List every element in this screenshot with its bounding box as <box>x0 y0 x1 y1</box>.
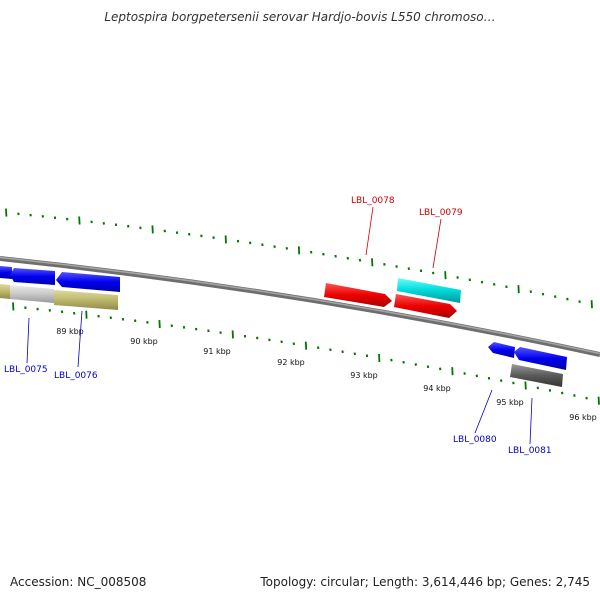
gene-label-LBL_0080[interactable]: LBL_0080 <box>453 435 497 445</box>
feature-gene-LBL_0080[interactable] <box>488 342 515 358</box>
outer-tick-track <box>5 208 593 309</box>
scale-label: 95 kbp <box>496 398 524 407</box>
inner-tick-track <box>12 302 600 405</box>
gene-label-LBL_0078[interactable]: LBL_0078 <box>351 196 395 206</box>
scale-label: 89 kbp <box>56 327 84 336</box>
feature-arrow-reverse[interactable] <box>514 347 567 370</box>
feature-gene-LBL_0081[interactable] <box>510 364 563 387</box>
label-leader-line <box>529 397 533 445</box>
feature-arrow-reverse[interactable] <box>10 268 55 285</box>
gene-label-LBL_0079[interactable]: LBL_0079 <box>419 208 463 218</box>
gene-label-LBL_0081[interactable]: LBL_0081 <box>508 446 552 456</box>
scale-label: 94 kbp <box>423 384 451 393</box>
map-title: Leptospira borgpetersenii serovar Hardjo… <box>104 10 496 24</box>
genome-backbone <box>0 256 600 357</box>
scale-label: 96 kbp <box>569 413 597 422</box>
label-leader-line <box>474 389 493 434</box>
label-leader-line <box>432 218 442 269</box>
scale-labels: 89 kbp 90 kbp 91 kbp 92 kbp 93 kbp 94 kb… <box>56 327 597 422</box>
scale-label: 91 kbp <box>203 347 231 356</box>
feature-track-left <box>0 266 120 310</box>
label-leader-line <box>365 206 374 256</box>
scale-label: 93 kbp <box>350 371 378 380</box>
label-leader-line <box>26 317 30 364</box>
feature-gene-LBL_0076[interactable] <box>54 290 118 310</box>
genome-backbone-highlight <box>0 256 600 355</box>
feature-gene-LBL_0078[interactable] <box>324 283 392 307</box>
feature-track-middle <box>324 278 461 318</box>
feature-gene-LBL_0079[interactable] <box>394 294 457 318</box>
feature-track-right <box>488 342 567 387</box>
gene-labels: LBL_0075 LBL_0076 LBL_0078 LBL_0079 LBL_… <box>4 196 552 456</box>
feature-gene-LBL_0075[interactable] <box>0 284 10 299</box>
feature-gc-cyan[interactable] <box>397 278 461 303</box>
accession-text: Accession: NC_008508 <box>10 575 147 589</box>
feature-arrow-reverse[interactable] <box>0 266 12 279</box>
gene-label-LBL_0076[interactable]: LBL_0076 <box>54 371 98 381</box>
scale-label: 90 kbp <box>130 337 158 346</box>
feature-arrow-reverse[interactable] <box>56 272 120 292</box>
label-leader-line <box>77 310 83 368</box>
gene-label-LBL_0075[interactable]: LBL_0075 <box>4 365 48 375</box>
scale-label: 92 kbp <box>277 358 305 367</box>
topology-text: Topology: circular; Length: 3,614,446 bp… <box>260 575 590 589</box>
feature-gene-LBL_0075-light[interactable] <box>10 285 54 303</box>
